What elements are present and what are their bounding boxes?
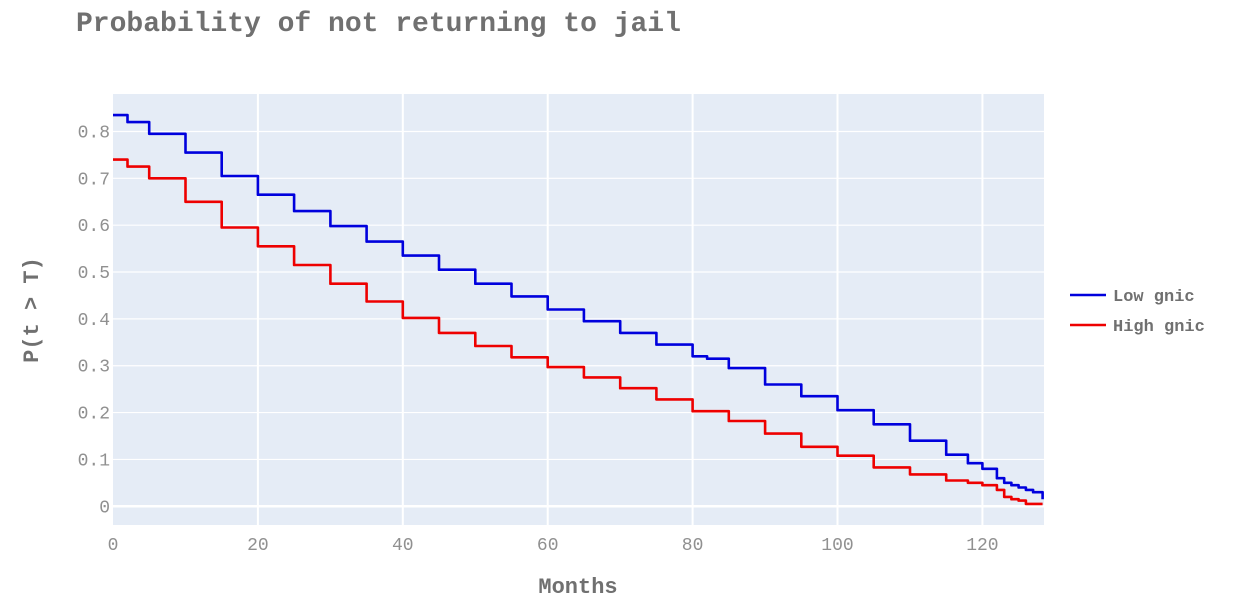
x-axis-title: Months: [538, 575, 617, 600]
legend: Low gnic High gnic: [1070, 288, 1205, 337]
y-tick-label: 0.1: [78, 451, 110, 471]
x-tick-label: 120: [966, 536, 998, 556]
y-tick-label: 0: [99, 498, 110, 518]
x-tick-label: 80: [682, 536, 704, 556]
y-tick-label: 0.5: [78, 264, 110, 284]
x-tick-label: 40: [392, 536, 414, 556]
y-tick-label: 0.3: [78, 358, 110, 378]
legend-label: Low gnic: [1113, 288, 1195, 307]
chart-title: Probability of not returning to jail: [76, 9, 681, 40]
x-tick-label: 100: [821, 536, 853, 556]
y-tick-label: 0.6: [78, 217, 110, 237]
y-tick-label: 0.7: [78, 170, 110, 190]
y-axis-ticks: 0 0.1 0.2 0.3 0.4 0.5 0.6 0.7 0.8: [78, 123, 110, 518]
y-tick-label: 0.2: [78, 405, 110, 425]
series-line-0: [113, 113, 1044, 500]
y-gridlines: [113, 130, 1044, 508]
series-lines: [113, 113, 1044, 506]
x-tick-label: 60: [537, 536, 559, 556]
legend-label: High gnic: [1113, 318, 1205, 337]
legend-item[interactable]: High gnic: [1070, 318, 1205, 337]
y-axis-title: P(t > T): [20, 257, 45, 363]
legend-item[interactable]: Low gnic: [1070, 288, 1195, 307]
x-tick-label: 20: [247, 536, 269, 556]
series-line-1: [113, 158, 1043, 506]
x-axis-ticks: 0 20 40 60 80 100 120: [108, 536, 999, 556]
y-tick-label: 0.8: [78, 123, 110, 143]
y-tick-label: 0.4: [78, 311, 110, 331]
x-tick-label: 0: [108, 536, 119, 556]
